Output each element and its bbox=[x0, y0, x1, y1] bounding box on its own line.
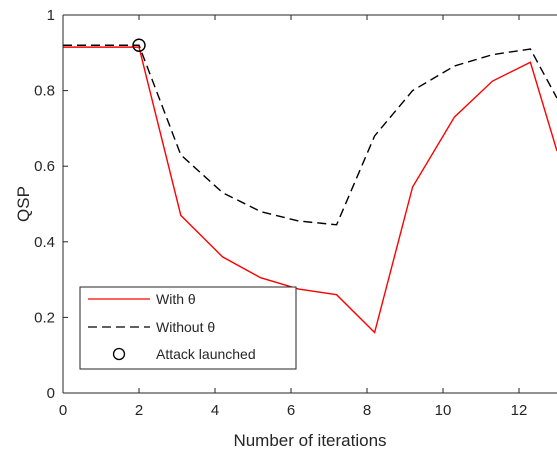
y-tick-label: 0 bbox=[47, 385, 55, 402]
legend-swatch-attack-launched bbox=[112, 347, 126, 361]
x-tick-label: 12 bbox=[511, 402, 528, 419]
x-tick-label: 0 bbox=[59, 402, 67, 419]
legend-label-with-theta: With θ bbox=[156, 291, 196, 307]
series-layer bbox=[63, 38, 557, 334]
legend-box bbox=[79, 286, 297, 370]
legend-label-without-theta: Without θ bbox=[156, 319, 215, 335]
x-tick-label: 8 bbox=[363, 402, 371, 419]
y-tick-label: 1 bbox=[47, 7, 55, 24]
y-tick-label: 0.4 bbox=[34, 234, 55, 251]
x-tick-label: 6 bbox=[287, 402, 295, 419]
y-tick-label: 0.2 bbox=[34, 309, 55, 326]
x-tick-label: 2 bbox=[135, 402, 143, 419]
y-tick-label: 0.8 bbox=[34, 83, 55, 100]
x-axis-label: Number of iterations bbox=[233, 431, 386, 450]
x-tick-label: 4 bbox=[211, 402, 219, 419]
y-axis-label: QSP bbox=[14, 186, 33, 222]
legend: With θ Without θ Attack launched bbox=[79, 286, 297, 370]
attack-marker bbox=[132, 38, 146, 52]
x-tick-label: 10 bbox=[435, 402, 452, 419]
series-line-with bbox=[63, 46, 557, 334]
legend-label-attack-launched: Attack launched bbox=[156, 346, 256, 362]
y-tick-label: 0.6 bbox=[34, 158, 55, 175]
series-line-without bbox=[63, 44, 557, 226]
axes: 0 2 4 6 8 10 12 0 0.2 0.4 0.6 0.8 1 bbox=[34, 7, 557, 419]
